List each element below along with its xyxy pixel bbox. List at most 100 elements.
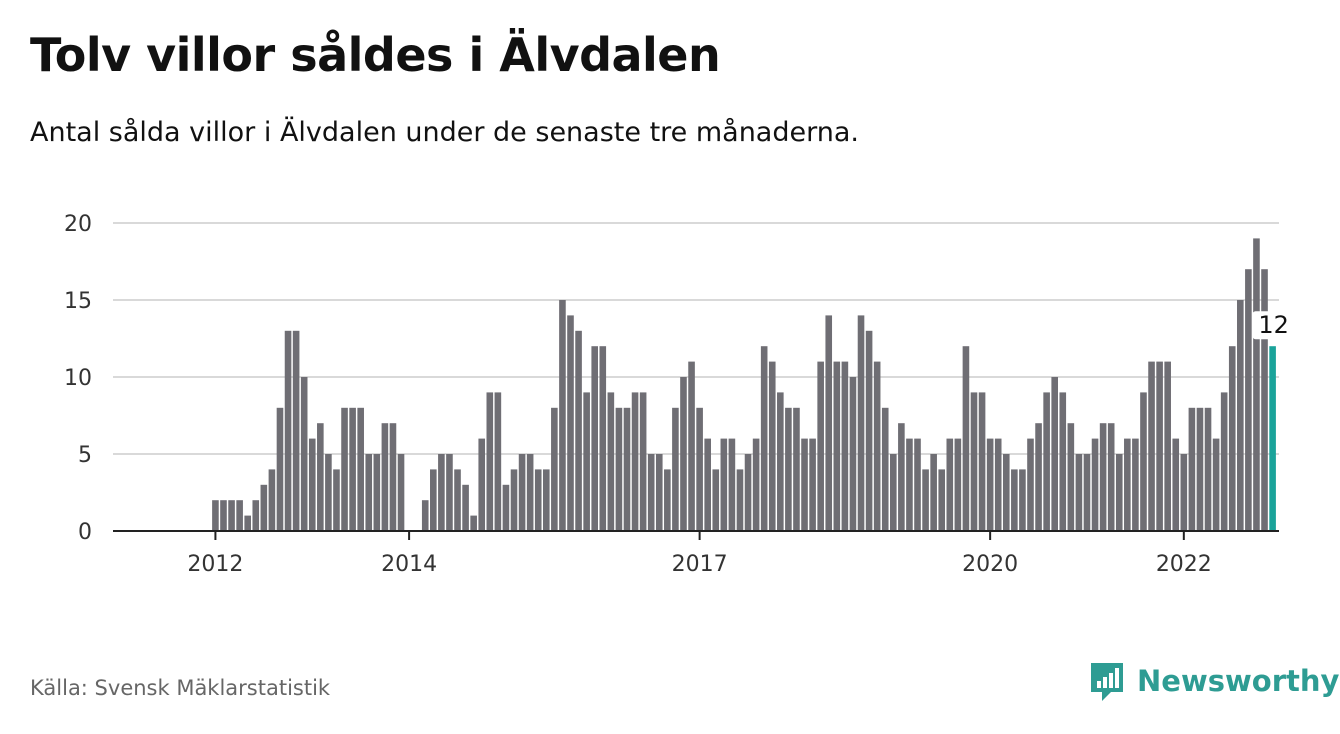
bar [510, 469, 518, 531]
bar [244, 515, 251, 531]
bar [276, 407, 284, 531]
bar [688, 361, 695, 531]
bar [438, 454, 445, 531]
bar [1075, 454, 1083, 531]
bar [542, 469, 550, 531]
bar [801, 438, 808, 531]
bar [906, 438, 913, 531]
bar [1228, 346, 1236, 531]
bar [1180, 454, 1188, 531]
bar [1019, 469, 1026, 531]
bar [212, 500, 219, 531]
bar [1237, 300, 1244, 531]
bar [1132, 438, 1139, 531]
x-tick-label: 2022 [1156, 552, 1212, 577]
y-tick-label: 10 [64, 366, 92, 391]
bar-chart: 0 5 10 15 20 2012 2014 2017 2020 2022 12 [64, 212, 1295, 577]
bar [317, 423, 324, 531]
bar [1035, 423, 1042, 531]
bar [898, 423, 905, 531]
y-tick-label: 15 [64, 289, 92, 314]
bar [268, 469, 276, 531]
bar [728, 438, 736, 531]
bar [1059, 392, 1067, 531]
bar [881, 407, 889, 531]
bar [1051, 377, 1058, 531]
bar [599, 346, 607, 531]
bar [639, 392, 647, 531]
bar [857, 315, 865, 531]
bar [583, 392, 590, 531]
bar [1107, 423, 1115, 531]
bar [680, 377, 687, 531]
bar [349, 407, 356, 531]
bar [252, 500, 260, 531]
bar [994, 438, 1002, 531]
x-tick-label: 2017 [672, 552, 728, 577]
bar [970, 392, 978, 531]
bar [1148, 361, 1155, 531]
bar [397, 454, 405, 531]
bar [1124, 438, 1131, 531]
bar [220, 500, 227, 531]
bar [1245, 269, 1252, 531]
bar [825, 315, 833, 531]
bar [494, 392, 502, 531]
bar [712, 469, 720, 531]
bar [389, 423, 397, 531]
bar [1043, 392, 1050, 531]
bar [793, 407, 800, 531]
data-label-bg [1252, 311, 1295, 340]
source-note: Källa: Svensk Mäklarstatistik [30, 676, 331, 700]
bar [421, 500, 429, 531]
brand-logo[interactable]: Newsworthy [1089, 660, 1339, 702]
bar [1172, 438, 1180, 531]
bar [236, 500, 243, 531]
bar [768, 361, 776, 531]
bar [1188, 407, 1196, 531]
bar [1140, 392, 1147, 531]
bar [760, 346, 768, 531]
bar [1261, 269, 1268, 531]
bar [300, 377, 308, 531]
bar [672, 407, 679, 531]
bar [526, 454, 534, 531]
bar [325, 454, 332, 531]
bar [1196, 407, 1204, 531]
bar [551, 407, 558, 531]
y-tick-label: 0 [78, 520, 92, 545]
bar [333, 469, 340, 531]
bar-latest [1269, 346, 1276, 531]
bar [890, 454, 897, 531]
bar [470, 515, 477, 531]
bar [567, 315, 574, 531]
bar [841, 361, 849, 531]
bar [744, 454, 752, 531]
bar [534, 469, 542, 531]
bar [664, 469, 671, 531]
x-tick-label: 2014 [381, 552, 437, 577]
bar [946, 438, 954, 531]
chart-title: Tolv villor såldes i Älvdalen [30, 28, 721, 82]
bar [978, 392, 986, 531]
bar [454, 469, 461, 531]
bar [849, 377, 857, 531]
bar [308, 438, 316, 531]
bar [615, 407, 623, 531]
bar [1083, 454, 1091, 531]
bar [1067, 423, 1075, 531]
bar [752, 438, 760, 531]
brand-name: Newsworthy [1137, 664, 1340, 698]
bar [1212, 438, 1220, 531]
bar [478, 438, 486, 531]
bar [462, 484, 469, 531]
bar [623, 407, 631, 531]
bar [373, 454, 381, 531]
bar [631, 392, 639, 531]
bar [228, 500, 235, 531]
bar [922, 469, 929, 531]
bar [914, 438, 921, 531]
bar [1220, 392, 1228, 531]
bar [938, 469, 946, 531]
y-tick-label: 5 [78, 443, 92, 468]
